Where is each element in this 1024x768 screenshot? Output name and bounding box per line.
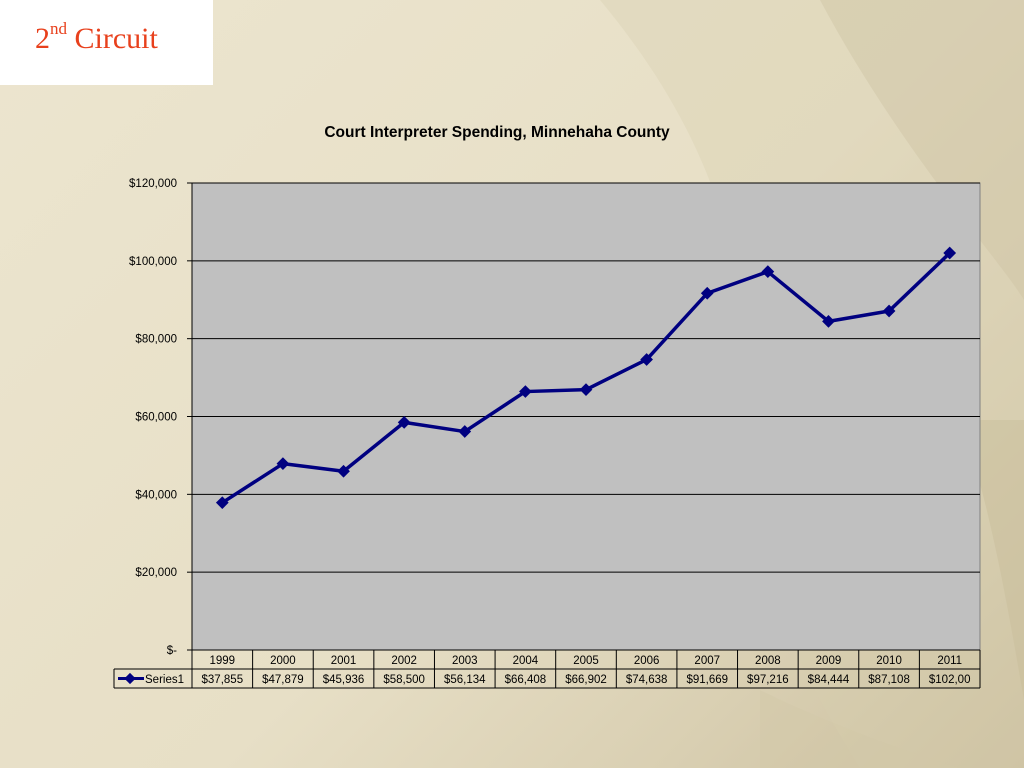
y-tick-label: $40,000 — [135, 489, 177, 501]
data-table-value: $66,902 — [565, 674, 607, 686]
y-tick-label: $120,000 — [129, 178, 177, 190]
legend-series-name: Series1 — [145, 674, 184, 686]
y-tick-label: $60,000 — [135, 412, 177, 424]
data-point — [276, 457, 290, 471]
y-tick-label: $20,000 — [135, 567, 177, 579]
y-tick-label: $100,000 — [129, 256, 177, 268]
x-tick-label: 2011 — [937, 655, 962, 667]
slide-title-text: Circuit — [67, 22, 158, 55]
data-table-value: $91,669 — [686, 674, 728, 686]
data-table-value: $102,00 — [929, 674, 971, 686]
x-tick-label: 1999 — [210, 655, 236, 667]
data-point — [215, 496, 229, 510]
x-tick-label: 2007 — [694, 655, 720, 667]
data-point — [458, 425, 472, 438]
data-table-value: $66,408 — [505, 674, 547, 686]
x-tick-label: 2006 — [634, 655, 660, 667]
data-table-value: $56,134 — [444, 674, 486, 686]
x-tick-label: 2000 — [270, 655, 296, 667]
chart-title: Court Interpreter Spending, Minnehaha Co… — [324, 124, 670, 141]
data-table-value: $47,879 — [262, 674, 304, 686]
data-table-value: $87,108 — [868, 674, 910, 686]
slide-title-superscript: nd — [50, 19, 67, 38]
data-point — [337, 464, 350, 478]
slide-title-box: 2nd Circuit — [0, 0, 213, 85]
slide-title: 2nd Circuit — [35, 20, 158, 55]
data-table-value: $84,444 — [808, 674, 850, 686]
y-tick-label: $80,000 — [135, 334, 177, 346]
x-tick-label: 2003 — [452, 655, 478, 667]
x-tick-label: 2008 — [755, 655, 781, 667]
slide-title-number: 2 — [35, 22, 50, 55]
x-tick-label: 2010 — [876, 655, 902, 667]
data-table-value: $97,216 — [747, 674, 789, 686]
data-table-value: $74,638 — [626, 674, 668, 686]
data-table-value: $45,936 — [323, 674, 365, 686]
x-tick-label: 2001 — [331, 655, 357, 667]
y-tick-label: $- — [167, 645, 177, 657]
x-tick-label: 2002 — [391, 655, 417, 667]
x-tick-label: 2005 — [573, 655, 599, 667]
legend-marker-key — [124, 672, 136, 685]
data-point — [397, 415, 411, 429]
data-table-value: $37,855 — [202, 674, 244, 686]
x-tick-label: 2009 — [816, 655, 842, 667]
data-table-value: $58,500 — [383, 674, 425, 686]
x-tick-label: 2004 — [513, 655, 539, 667]
